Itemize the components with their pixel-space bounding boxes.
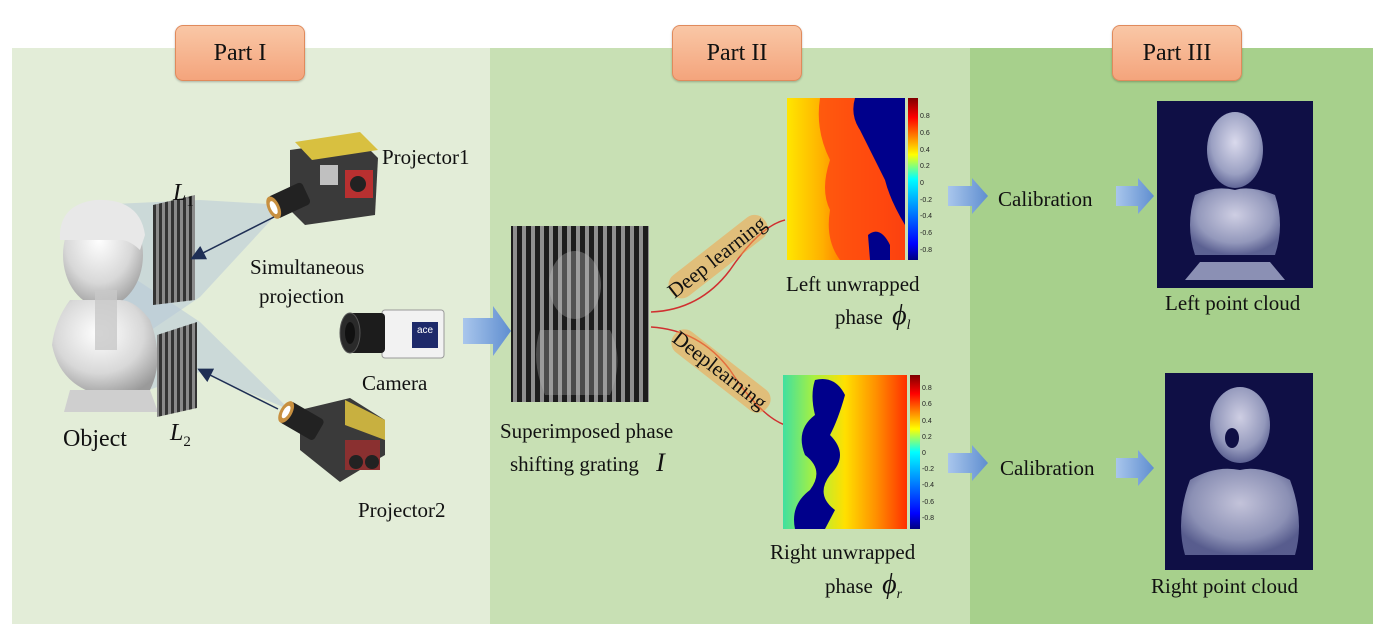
arrow-calibration-bottom-out (1116, 450, 1154, 486)
part1-label: Part I (175, 25, 305, 81)
left-phase-map (787, 98, 918, 260)
superimposed-symbol: I (656, 448, 665, 477)
camera-brand-text: ace (417, 325, 434, 336)
l2-label: L2 (170, 420, 191, 450)
colorbar-tick-label: -0.6 (922, 498, 935, 506)
colorbar-tick-label: 0.2 (920, 163, 930, 171)
part2-label: Part II (672, 25, 802, 81)
colorbar-tick-label: 0.8 (920, 113, 930, 121)
camera-device (339, 309, 445, 359)
projector2-label: Projector2 (358, 498, 446, 522)
arrow-calibration-bottom-in (948, 445, 988, 481)
colorbar-tick-label: 0.2 (922, 433, 932, 441)
colorbar-tick-label: 0.4 (922, 417, 932, 425)
arrow-calibration-top-in (948, 178, 988, 214)
left-point-cloud-image (1157, 101, 1313, 288)
calibration-top-label: Calibration (998, 187, 1093, 211)
projector1-label: Projector1 (382, 145, 470, 169)
colorbar-tick-label: -0.2 (922, 466, 935, 474)
projector1-device (266, 132, 378, 225)
arrow-calibration-top-out (1116, 178, 1154, 214)
right-unwrapped-label-line2: phase ϕr (825, 569, 903, 603)
right-point-cloud-label: Right point cloud (1151, 574, 1298, 598)
right-phase-map (783, 375, 920, 529)
simultaneous-label: Simultaneous (250, 255, 365, 279)
colorbar-tick-label: -0.4 (920, 213, 933, 221)
projection-label: projection (259, 284, 345, 308)
calibration-bottom-label: Calibration (1000, 456, 1095, 480)
bust-object (52, 199, 158, 412)
superimposed-label-line2: shifting grating I (510, 448, 665, 477)
colorbar-tick-label: 0 (922, 450, 926, 457)
object-label: Object (63, 426, 127, 452)
superimposed-label-line1: Superimposed phase (500, 419, 674, 443)
colorbar-tick-label: 0.4 (920, 146, 930, 154)
colorbar-tick-label: -0.6 (920, 230, 933, 237)
part3-label: Part III (1112, 25, 1242, 81)
phi-l-symbol: ϕ (892, 300, 907, 331)
connector-top (650, 219, 786, 313)
colorbar-tick-label: 0.6 (922, 401, 932, 409)
l1-label: L1 (173, 180, 194, 210)
camera-label: Camera (362, 371, 428, 395)
left-unwrapped-label-line1: Left unwrapped (786, 272, 920, 296)
colorbar-tick-label: 0 (920, 180, 924, 187)
projector2-device (278, 398, 385, 482)
right-point-cloud-image (1165, 373, 1313, 570)
phi-r-symbol: ϕ (882, 569, 897, 600)
grating-l2 (157, 322, 197, 417)
grating-l1 (153, 195, 195, 305)
colorbar-tick-label: -0.8 (922, 514, 935, 522)
arrow-to-part2 (463, 306, 511, 356)
left-unwrapped-label-line2: phase ϕl (835, 300, 911, 334)
left-point-cloud-label: Left point cloud (1165, 291, 1301, 315)
right-unwrapped-label-line1: Right unwrapped (770, 540, 916, 564)
colorbar-tick-label: -0.8 (920, 246, 933, 254)
colorbar-tick-label: -0.4 (922, 482, 935, 490)
colorbar-tick-label: 0.8 (922, 385, 932, 393)
colorbar-tick-label: 0.6 (920, 130, 930, 137)
colorbar-tick-label: -0.2 (920, 196, 933, 204)
superimposed-grating-image (511, 226, 649, 402)
